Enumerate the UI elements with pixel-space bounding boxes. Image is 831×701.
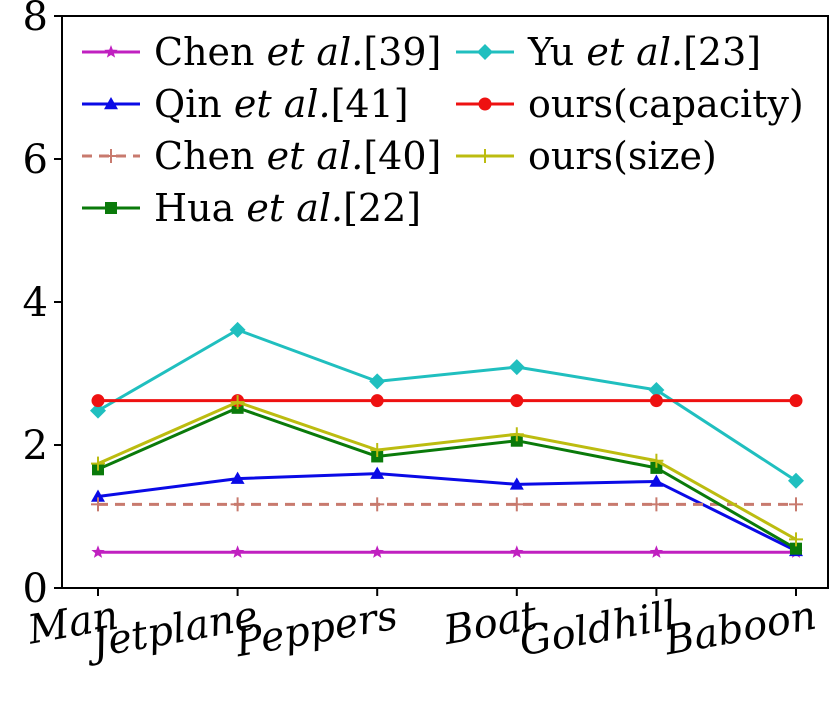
series-2: [91, 497, 803, 512]
series-0: [91, 545, 803, 558]
data-point: [90, 402, 106, 419]
series-line: [97, 406, 797, 550]
legend-label: Hua et al.[22]: [154, 186, 421, 230]
legend-entry: Yu et al.[23]: [456, 30, 761, 74]
y-tick-label: 6: [23, 137, 48, 183]
legend-marker: [104, 97, 118, 110]
data-point: [509, 427, 524, 442]
legend-entry: Hua et al.[22]: [82, 186, 421, 230]
legend-marker: [105, 202, 117, 214]
data-point: [510, 394, 524, 408]
data-point: [650, 461, 663, 474]
legend-label: ours(capacity): [528, 82, 804, 126]
series-4: [90, 321, 804, 489]
x-tick-label: Baboon: [660, 593, 819, 665]
data-point: [230, 395, 245, 410]
data-point: [229, 321, 246, 338]
data-point: [649, 394, 663, 408]
data-point: [370, 443, 385, 458]
legend-marker: [477, 44, 493, 60]
data-point: [509, 497, 524, 512]
legend-entry: ours(size): [456, 134, 717, 178]
data-point: [230, 545, 245, 558]
data-point: [369, 373, 386, 390]
legend-marker: [478, 149, 492, 163]
data-point: [370, 497, 385, 512]
y-tick-label: 2: [23, 423, 48, 469]
legend-marker: [104, 149, 118, 163]
data-point: [91, 545, 105, 558]
legend-marker: [104, 45, 118, 58]
series-1: [91, 466, 803, 557]
data-point: [649, 453, 664, 468]
data-point: [91, 489, 105, 502]
data-point: [509, 477, 524, 490]
legend-label: ours(size): [528, 134, 717, 178]
data-point: [508, 359, 525, 376]
data-point: [788, 472, 804, 489]
series-line: [97, 472, 797, 553]
legend-entry: ours(capacity): [456, 82, 804, 126]
x-tick-label: Peppers: [231, 593, 401, 667]
series-5: [91, 394, 803, 408]
data-point: [790, 542, 802, 555]
y-tick-label: 8: [23, 0, 48, 40]
legend: Chen et al.[39] Qin et al.[41] Chen et al.…: [82, 30, 804, 230]
data-point: [649, 474, 664, 487]
data-point: [649, 545, 664, 558]
data-point: [648, 381, 665, 398]
series-6: [91, 395, 803, 547]
y-tick-label: 4: [23, 280, 48, 326]
legend-entry: Chen et al.[40]: [82, 134, 441, 178]
series-line: [97, 328, 797, 483]
series-line: [97, 400, 797, 541]
legend-marker: [478, 97, 492, 111]
data-point: [370, 466, 385, 479]
data-point: [789, 532, 803, 547]
data-point: [510, 545, 524, 558]
legend-label: Yu et al.[23]: [527, 30, 761, 74]
legend-entry: Chen et al.[39]: [82, 30, 441, 74]
x-tick-label: Goldhill: [516, 593, 680, 666]
data-point: [649, 497, 664, 512]
legend-label: Chen et al.[40]: [154, 134, 441, 178]
data-point: [91, 456, 105, 471]
data-point: [370, 394, 384, 408]
legend-label: Chen et al.[39]: [154, 30, 441, 74]
data-point: [789, 394, 803, 408]
legend-label: Qin et al.[41]: [154, 82, 409, 126]
data-point: [370, 545, 384, 558]
data-point: [230, 497, 245, 512]
legend-entry: Qin et al.[41]: [82, 82, 409, 126]
data-point: [91, 497, 105, 512]
data-point: [91, 394, 105, 408]
series-layer: [90, 321, 804, 558]
data-point: [230, 471, 245, 484]
y-tick-label: 0: [23, 566, 48, 612]
data-point: [789, 497, 803, 512]
